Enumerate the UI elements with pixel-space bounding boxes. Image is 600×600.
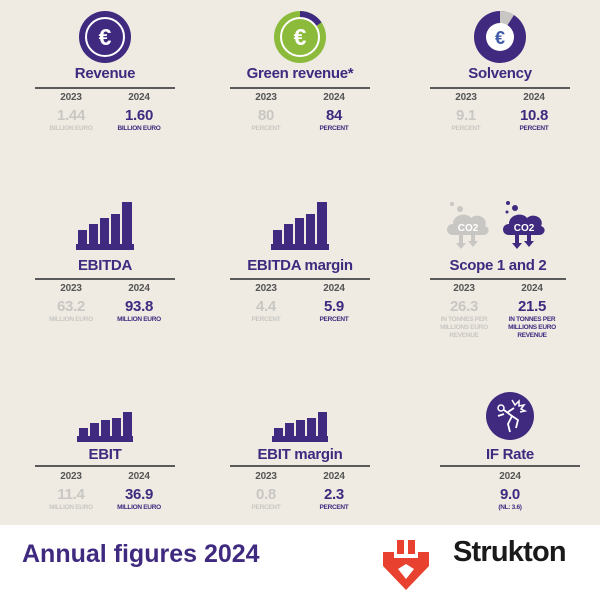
kpi-title: EBIT margin	[257, 446, 343, 463]
kpi-solvency: € Solvency 2023 9.1 PERCENT 2024 10.8 PERCEN…	[425, 0, 575, 150]
value-2024: 10.8	[520, 107, 548, 124]
divider	[35, 87, 175, 89]
year-label: 2023	[453, 283, 475, 294]
unit-2023: PERCENT	[251, 125, 281, 132]
year-label: 2023	[255, 92, 277, 103]
kpi-title: EBIT	[88, 446, 122, 463]
value-2024: 21.5	[518, 298, 546, 315]
unit-2024: (NL: 3.6)	[498, 504, 522, 511]
kpi-title: EBITDA	[77, 257, 133, 274]
value-2024: 9.0	[500, 486, 520, 503]
value-2023: 26.3	[450, 298, 478, 315]
value-2023: 9.1	[456, 107, 476, 124]
year-label: 2023	[60, 471, 82, 482]
value-2023: 4.4	[256, 298, 276, 315]
kpi-ebitda-margin: EBITDA margin 2023 4.4 PERCENT 2024 5.9 PERC…	[225, 190, 375, 350]
value-2024: 36.9	[125, 486, 153, 503]
year-label: 2023	[255, 471, 277, 482]
bar-chart-icon	[272, 412, 328, 442]
brand-name: Strukton	[453, 536, 567, 568]
value-2024: 1.60	[125, 107, 153, 124]
kpi-panel: € Revenue 2023 1.44 BILLION EURO 2024 1.60 B…	[0, 0, 600, 525]
divider	[35, 465, 175, 467]
unit-2024: PERCENT	[319, 125, 349, 132]
divider	[230, 278, 370, 280]
kpi-ebitda: EBITDA 2023 63.2 MILLION EURO 2024 93.8 MILL…	[30, 190, 180, 350]
unit-2024: PERCENT	[519, 125, 549, 132]
unit-2024: PERCENT	[319, 504, 349, 511]
unit-2023: PERCENT	[251, 504, 281, 511]
euro-coin-icon: €	[79, 11, 131, 63]
bar-chart-icon	[271, 202, 329, 250]
footer-title: Annual figures 2024	[22, 540, 260, 568]
value-2024: 84	[325, 107, 343, 124]
unit-2024: PERCENT	[319, 316, 349, 323]
value-2023: 1.44	[57, 107, 85, 124]
co2-cloud-icon: CO2 CO2	[447, 201, 545, 249]
year-label: 2024	[128, 283, 150, 294]
year-label: 2024	[499, 471, 521, 482]
kpi-if-rate: IF Rate 2024 9.0 (NL: 3.6)	[435, 390, 585, 525]
unit-2023: PERCENT	[451, 125, 481, 132]
svg-text:€: €	[99, 24, 112, 50]
year-label: 2023	[60, 283, 82, 294]
kpi-scope-1-2: CO2 CO2 Scope 1 and 2 2023 26.3 IN TONNES …	[418, 190, 578, 350]
unit-2023: BILLION EURO	[49, 125, 93, 132]
divider	[430, 87, 570, 89]
year-label: 2024	[128, 471, 150, 482]
injury-icon	[486, 392, 534, 440]
unit-2023: MILLION EURO	[49, 316, 93, 323]
euro-donut-icon: €	[474, 10, 526, 63]
divider	[430, 278, 566, 280]
year-label: 2024	[521, 283, 543, 294]
kpi-title: IF Rate	[486, 446, 534, 463]
divider	[440, 465, 580, 467]
kpi-title: Green revenue*	[246, 65, 354, 82]
kpi-green-revenue: € Green revenue* 2023 80 PERCENT 2024 84 PER…	[225, 0, 375, 150]
value-2023: 80	[257, 107, 275, 124]
divider	[230, 465, 370, 467]
kpi-title: EBITDA margin	[247, 257, 353, 274]
kpi-title: Solvency	[468, 65, 532, 82]
value-2024: 2.3	[324, 486, 344, 503]
unit-2024: MILLION EURO	[117, 316, 161, 323]
value-2024: 93.8	[125, 298, 153, 315]
kpi-ebit-margin: EBIT margin 2023 0.8 PERCENT 2024 2.3 PERCEN…	[225, 400, 375, 525]
value-2023: 63.2	[57, 298, 85, 315]
year-label: 2024	[323, 283, 345, 294]
kpi-revenue: € Revenue 2023 1.44 BILLION EURO 2024 1.60 B…	[30, 0, 180, 150]
kpi-title: Scope 1 and 2	[449, 257, 547, 274]
co2-label: CO2	[458, 223, 479, 234]
kpi-title: Revenue	[74, 65, 136, 82]
year-label: 2024	[323, 471, 345, 482]
svg-text:€: €	[294, 24, 307, 50]
value-2023: 0.8	[256, 486, 276, 503]
divider	[35, 278, 175, 280]
svg-text:€: €	[495, 28, 505, 48]
strukton-logo-icon	[383, 540, 429, 590]
year-label: 2024	[128, 92, 150, 103]
year-label: 2023	[455, 92, 477, 103]
bar-chart-icon	[76, 202, 134, 250]
kpi-ebit: EBIT 2023 11.4 MILLION EURO 2024 36.9 MILLIO…	[30, 400, 180, 525]
unit-2023: MILLION EURO	[49, 504, 93, 511]
year-label: 2023	[60, 92, 82, 103]
bar-chart-icon	[77, 412, 133, 442]
year-label: 2024	[523, 92, 545, 103]
unit-2023: PERCENT	[251, 316, 281, 323]
unit-2024: IN TONNES PER MILLIONS EURO REVENUE	[508, 316, 556, 339]
year-label: 2023	[255, 283, 277, 294]
value-2024: 5.9	[324, 298, 344, 315]
euro-donut-icon: €	[274, 11, 326, 63]
divider	[230, 87, 370, 89]
unit-2023: IN TONNES PER MILLIONS EURO REVENUE	[440, 316, 488, 339]
year-label: 2024	[323, 92, 345, 103]
unit-2024: MILLION EURO	[117, 504, 161, 511]
value-2023: 11.4	[57, 486, 85, 503]
co2-label: CO2	[514, 223, 535, 234]
unit-2024: BILLION EURO	[117, 125, 161, 132]
